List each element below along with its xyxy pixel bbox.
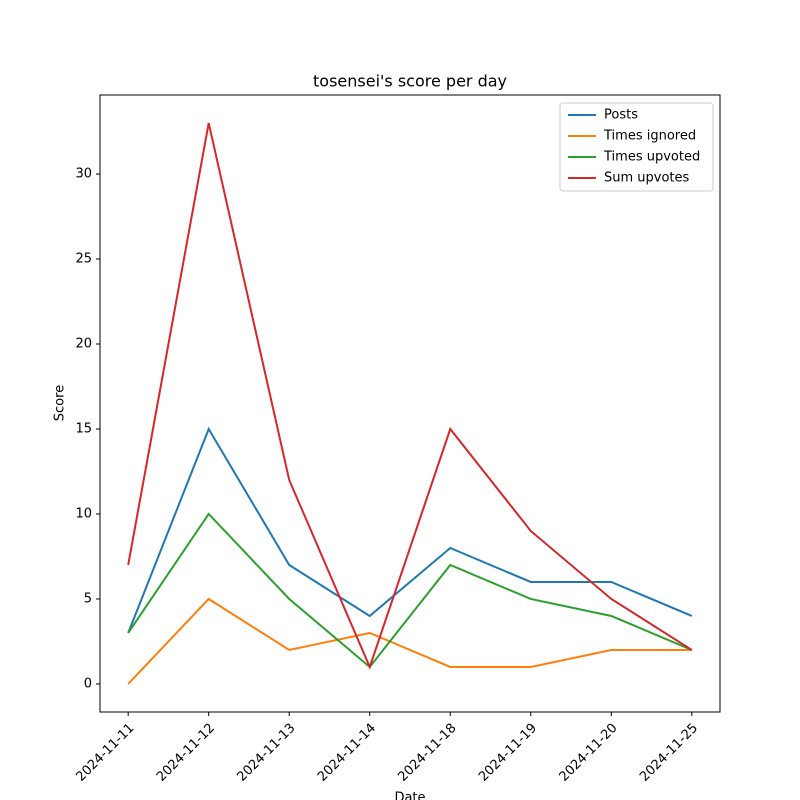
x-tick-label: 2024-11-18 — [396, 721, 460, 785]
x-tick-label: 2024-11-11 — [73, 721, 137, 785]
plot-frame — [99, 94, 721, 713]
y-tick-label: 30 — [75, 167, 92, 182]
y-axis-label: Score — [53, 385, 68, 421]
line-series — [127, 426, 693, 634]
x-tick-label: 2024-11-14 — [315, 721, 379, 785]
x-tick-label: 2024-11-13 — [234, 721, 298, 785]
legend-box — [559, 102, 714, 192]
chart-title: tosensei's score per day — [313, 72, 507, 91]
line-series — [127, 597, 692, 685]
y-tick-label: 20 — [75, 337, 92, 352]
y-tick-label: 0 — [84, 676, 92, 691]
line-series — [127, 122, 693, 670]
x-tick-label: 2024-11-25 — [637, 721, 701, 785]
x-axis-label: Date — [394, 791, 425, 800]
line-series — [127, 512, 693, 669]
legend-label: Posts — [604, 108, 638, 123]
y-tick-label: 15 — [75, 421, 92, 436]
x-tick-label: 2024-11-20 — [557, 721, 621, 785]
legend-label: Sum upvotes — [604, 171, 690, 186]
x-tick-label: 2024-11-19 — [476, 721, 540, 785]
y-tick-label: 10 — [75, 506, 92, 521]
legend-label: Times ignored — [603, 129, 696, 144]
y-tick-label: 5 — [84, 591, 92, 606]
legend-label: Times upvoted — [603, 150, 700, 165]
y-tick-label: 25 — [75, 252, 92, 267]
x-tick-label: 2024-11-12 — [154, 721, 218, 785]
